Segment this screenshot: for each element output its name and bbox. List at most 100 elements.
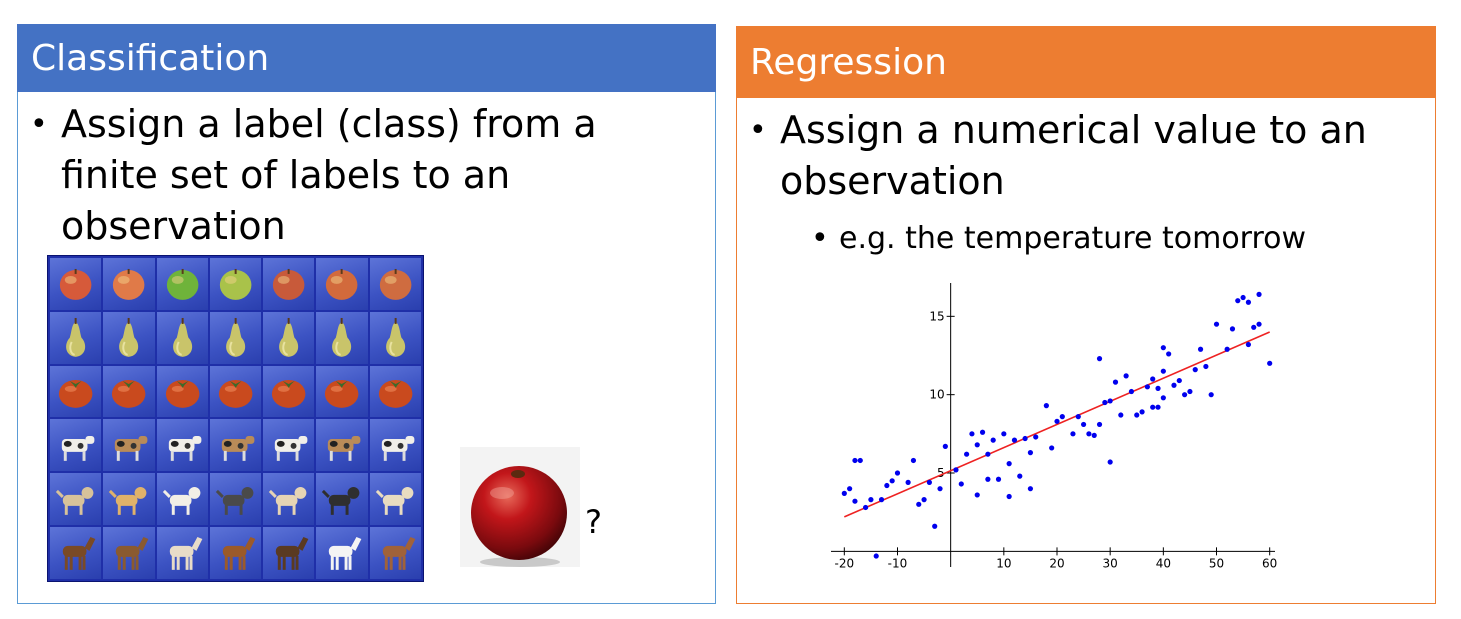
- regression-fit-line: [843, 331, 1271, 518]
- dog-thumbnail: [263, 473, 315, 526]
- horse-thumbnail: [156, 527, 208, 579]
- data-point: [974, 492, 980, 498]
- data-point: [964, 451, 970, 457]
- sub-bullet-dot: •: [811, 221, 829, 256]
- dog-thumbnail: [156, 473, 208, 526]
- data-point: [1150, 376, 1156, 382]
- data-point: [1192, 367, 1198, 373]
- data-point: [1229, 326, 1236, 332]
- cow-thumbnail: [316, 419, 368, 472]
- data-point: [937, 486, 943, 492]
- bullet-dot: •: [749, 113, 767, 148]
- tomato-thumbnail: [156, 365, 208, 418]
- x-tick-label: -20: [835, 556, 855, 570]
- data-point: [1001, 431, 1007, 437]
- apple-thumbnail: [50, 258, 102, 310]
- data-point: [974, 442, 980, 448]
- dog-thumbnail: [209, 473, 262, 526]
- apple-thumbnail: [156, 258, 208, 310]
- data-point: [995, 476, 1002, 482]
- data-point: [1267, 360, 1273, 366]
- data-point: [857, 457, 863, 464]
- data-point: [953, 467, 959, 473]
- data-point: [926, 479, 932, 485]
- data-point: [932, 523, 938, 529]
- data-point: [958, 481, 964, 487]
- data-point: [1251, 324, 1257, 330]
- horse-thumbnail: [50, 527, 102, 579]
- classification-bullet-line-3: observation: [61, 204, 286, 248]
- data-point: [916, 501, 922, 507]
- data-point: [1160, 395, 1166, 401]
- cow-thumbnail: [50, 419, 102, 472]
- data-point: [1006, 461, 1012, 467]
- tomato-thumbnail: [50, 365, 102, 418]
- data-point: [1197, 346, 1204, 352]
- data-point: [1086, 431, 1092, 437]
- data-point: [1091, 432, 1097, 438]
- pear-thumbnail: [209, 311, 262, 364]
- regression-header: Regression: [736, 26, 1436, 98]
- data-point: [1059, 414, 1065, 420]
- data-point: [979, 429, 986, 435]
- data-point: [1102, 399, 1108, 406]
- classification-header: Classification: [17, 24, 716, 92]
- cow-thumbnail: [209, 419, 262, 472]
- data-point: [910, 457, 917, 464]
- x-tick-label: 30: [1103, 556, 1118, 570]
- x-tick-label: 40: [1156, 556, 1171, 570]
- data-point: [1118, 412, 1124, 418]
- data-point: [905, 479, 911, 485]
- horse-thumbnail: [316, 527, 368, 579]
- data-point: [1187, 388, 1193, 395]
- data-point: [1235, 298, 1241, 304]
- data-point: [990, 437, 996, 443]
- classification-bullet-line-2: finite set of labels to an: [61, 153, 511, 197]
- data-point: [894, 470, 901, 476]
- cow-thumbnail: [156, 419, 208, 472]
- data-point: [852, 457, 858, 464]
- cow-thumbnail: [263, 419, 315, 472]
- horse-thumbnail: [209, 527, 262, 579]
- data-point: [1022, 435, 1028, 442]
- data-point: [1155, 385, 1161, 391]
- apple-thumbnail: [103, 258, 155, 310]
- question-mark: ?: [585, 503, 602, 541]
- regression-panel: Regression • Assign a numerical value to…: [736, 26, 1436, 604]
- data-point: [1176, 377, 1182, 384]
- data-point: [1107, 459, 1113, 465]
- data-point: [873, 553, 879, 559]
- tomato-thumbnail: [103, 365, 155, 418]
- regression-bullet: • Assign a numerical value to an observa…: [749, 105, 1367, 207]
- data-point: [1006, 493, 1012, 500]
- data-point: [889, 478, 895, 484]
- data-point: [921, 497, 927, 503]
- apple-thumbnail: [369, 258, 421, 310]
- apple-thumbnail: [263, 258, 315, 310]
- pear-thumbnail: [50, 311, 102, 364]
- tomato-thumbnail: [369, 365, 421, 418]
- data-point: [1128, 388, 1135, 395]
- tomato-thumbnail: [263, 365, 315, 418]
- dog-thumbnail: [50, 473, 102, 526]
- dog-thumbnail: [316, 473, 368, 526]
- data-point: [1155, 404, 1161, 410]
- data-point: [1208, 392, 1214, 398]
- apple-thumbnail: [316, 258, 368, 310]
- data-point: [985, 476, 991, 482]
- regression-sub-bullet-text: e.g. the temperature tomorrow: [839, 221, 1307, 256]
- data-point: [1139, 409, 1145, 415]
- horse-thumbnail: [263, 527, 315, 579]
- training-image-grid: [47, 255, 424, 582]
- regression-bullet-line-1: Assign a numerical value to an: [780, 108, 1367, 152]
- classification-bullet: • Assign a label (class) from a finite s…: [30, 99, 597, 252]
- data-point: [969, 431, 975, 437]
- y-tick-label: 5: [937, 466, 945, 480]
- data-point: [1043, 403, 1049, 409]
- query-apple-image: [460, 447, 580, 567]
- data-point: [1096, 421, 1103, 428]
- data-point: [1080, 421, 1087, 428]
- data-point: [1182, 392, 1188, 398]
- data-point: [1150, 404, 1156, 410]
- y-tick-label: 10: [929, 388, 944, 402]
